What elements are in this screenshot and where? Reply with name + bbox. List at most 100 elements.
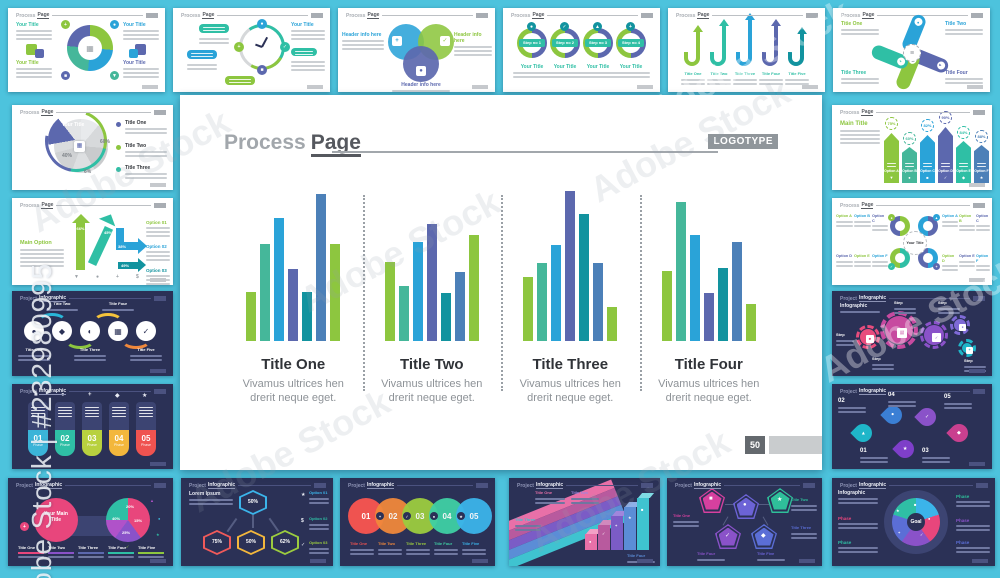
text-line xyxy=(462,552,486,555)
slide-mini-header: Process Page xyxy=(676,12,818,19)
phase-pill: 04 Phase xyxy=(109,430,129,456)
arrow-stem xyxy=(748,20,752,58)
pin-marker: ▲ xyxy=(850,420,876,446)
bar-group xyxy=(246,181,341,341)
option-label: Option 03 xyxy=(309,540,328,545)
mini-header-title-bold: Page xyxy=(41,202,54,209)
petal-icon: + xyxy=(933,263,940,270)
label: Title Four xyxy=(761,71,781,76)
text-line xyxy=(515,528,541,531)
percent-label: 75% xyxy=(211,539,222,545)
option-block: Option 02 xyxy=(309,516,329,530)
step-ring: Step no 3 xyxy=(583,28,613,58)
arrow-bar: Option C ■ xyxy=(920,135,935,183)
label: Title One xyxy=(673,513,691,518)
label-block: Option 01 xyxy=(146,220,170,238)
petal-center xyxy=(923,221,933,231)
bar xyxy=(551,245,562,341)
idea-icon: + xyxy=(61,20,70,29)
arrow-head xyxy=(770,19,781,26)
legend-bullet xyxy=(116,122,121,127)
label: Title Five xyxy=(757,551,775,556)
text-line xyxy=(139,409,153,411)
hexagon-node: 50% xyxy=(237,530,265,555)
bar-group xyxy=(661,181,756,341)
label: Title Two xyxy=(378,541,395,546)
text-line xyxy=(20,252,64,255)
mini-header-title-light: Project xyxy=(16,482,33,489)
mini-header-title-light: Process xyxy=(181,12,201,19)
text-line xyxy=(203,26,225,28)
bar xyxy=(593,263,604,341)
mini-header-logo-box xyxy=(476,483,488,488)
page-footer-bar xyxy=(769,436,822,454)
bar xyxy=(398,285,409,341)
mini-header-logo-box xyxy=(146,13,158,18)
text-line xyxy=(894,311,916,314)
text-line xyxy=(872,229,888,232)
mini-header-title-light: Process xyxy=(511,12,531,19)
text-line xyxy=(125,155,167,157)
text-line xyxy=(977,165,986,167)
like-icon: ● xyxy=(928,516,931,521)
text-line xyxy=(125,173,167,175)
slide-mini-header: Process Page xyxy=(181,12,323,19)
circle-number: 04 xyxy=(442,511,452,521)
option-block: Option E xyxy=(854,254,871,267)
text-line xyxy=(406,552,430,555)
percent-label: 62% xyxy=(279,539,290,545)
text-line xyxy=(138,556,164,559)
connector-line xyxy=(252,515,254,528)
text-line xyxy=(434,548,458,551)
gear-icon: + xyxy=(88,392,92,398)
label: Your Title xyxy=(291,22,314,28)
percent-label: 40% xyxy=(62,153,73,159)
hook-arrow xyxy=(762,52,778,66)
text-line xyxy=(840,311,880,313)
center-label: Your Title xyxy=(906,241,924,245)
chart-group-subtitle: Vivamus ultrices hen drerit neque eget. xyxy=(242,378,344,405)
flask-icon: ▲ xyxy=(593,22,602,31)
slide-mini-footer-logo xyxy=(150,183,166,187)
label-block: Title Three xyxy=(841,70,879,84)
mini-header-title-light: Project xyxy=(348,482,365,489)
step-block: Step xyxy=(836,332,854,346)
option-label: Option A xyxy=(836,214,852,218)
gear-icon: ✓ xyxy=(943,175,948,180)
text-line xyxy=(733,78,757,81)
mini-header-title-bold: Page xyxy=(862,12,875,19)
label-block: Your Title xyxy=(513,64,551,78)
text-line xyxy=(20,264,64,267)
option-block: Option E xyxy=(959,254,975,267)
text-line xyxy=(20,256,64,259)
text-line xyxy=(31,415,45,417)
milestone-money-icon: ✓ xyxy=(136,321,156,341)
text-line xyxy=(74,358,106,361)
slide-mini-header: Project Infographic xyxy=(348,482,488,489)
mini-header-rule xyxy=(52,15,143,16)
slide-mini-header: Process Page xyxy=(346,12,488,19)
text-line xyxy=(681,78,705,81)
bar-chart-groups: Title One Vivamus ultrices hen drerit neq… xyxy=(224,181,778,433)
mini-header-title-bold: Page xyxy=(861,202,874,209)
text-line xyxy=(959,260,975,263)
percent-label: 50% xyxy=(245,539,256,545)
bar xyxy=(468,234,479,341)
label: Title One xyxy=(18,545,36,550)
label-block: Main Title xyxy=(840,121,880,145)
text-line xyxy=(945,82,983,84)
flag-icon: ★ xyxy=(156,532,160,537)
chart-group-title: Title One xyxy=(261,356,326,373)
text-line xyxy=(976,229,990,232)
text-line xyxy=(309,547,329,550)
label: Title Two xyxy=(571,490,588,495)
text-line xyxy=(291,65,325,67)
mini-header-rule xyxy=(889,391,970,392)
mini-header-title-bold: Infographic xyxy=(366,482,395,489)
text-line xyxy=(546,76,584,78)
mini-header-title-light: Process xyxy=(840,109,860,116)
mini-header-title-light: Process xyxy=(840,202,860,209)
box-icon: ■ xyxy=(34,392,38,398)
hook-arrow xyxy=(788,52,804,66)
